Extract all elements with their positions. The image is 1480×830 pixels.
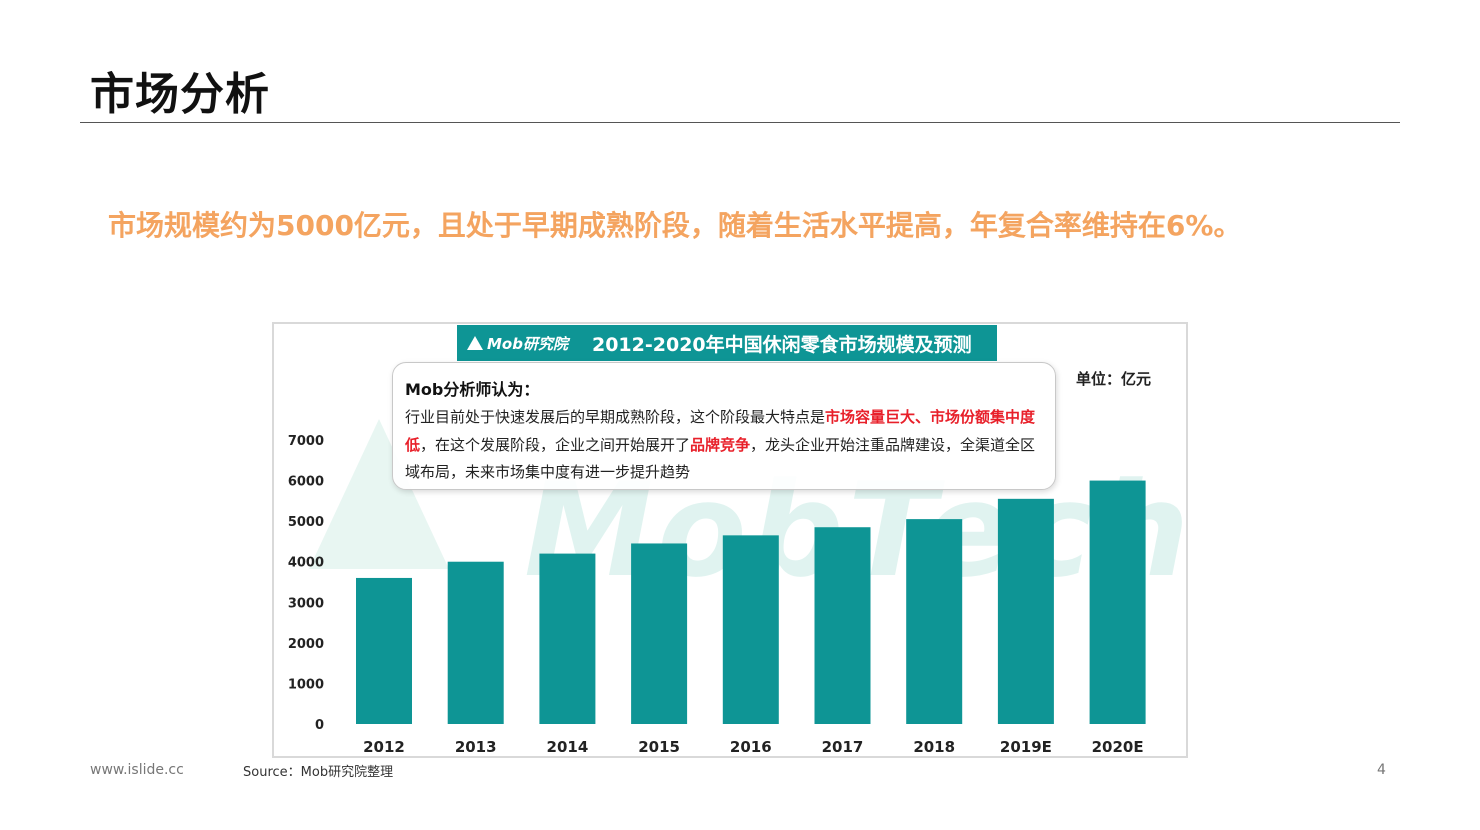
bar-chart: 2012 2013 2014 2015 2016 2017 2018 2019E 2020E 0… — [288, 434, 1146, 756]
bar-2014 — [539, 553, 596, 724]
y-tick-label: 4000 — [288, 556, 324, 571]
bar-2020E — [1089, 480, 1146, 724]
slide-title: 市场分析 — [90, 69, 270, 120]
y-tick-label: 2000 — [288, 637, 324, 652]
x-tick-label: 2012 — [363, 738, 405, 756]
analyst-callout: Mob分析师认为： 行业目前处于快速发展后的早期成熟阶段，这个阶段最大特点是市场… — [392, 362, 1056, 490]
x-tick-label: 2020E — [1092, 738, 1144, 756]
callout-highlight: 品牌竞争 — [690, 435, 751, 454]
headline: 市场规模约为5000亿元，且处于早期成熟阶段，随着生活水平提高，年复合率维持在6… — [108, 209, 1242, 242]
bar-2013 — [447, 561, 504, 724]
callout-text: ，在这个发展阶段，企业之间开始展开了 — [420, 435, 691, 454]
callout-highlight: 市场容量巨大、市场份额集中度低 — [405, 408, 1036, 454]
unit-label: 单位：亿元 — [1076, 370, 1152, 388]
y-tick-label: 6000 — [288, 475, 324, 490]
bar-2019E — [997, 498, 1054, 724]
callout-body: 行业目前处于快速发展后的早期成熟阶段，这个阶段最大特点是市场容量巨大、市场份额集… — [405, 404, 1043, 487]
bar-2018 — [906, 519, 963, 724]
y-tick-label: 7000 — [288, 434, 324, 449]
mob-logo-icon — [467, 336, 483, 350]
x-tick-label: 2019E — [1000, 738, 1052, 756]
callout-text: ，龙头企业开始注重品牌建设，全渠道全区域布局，未来市场集中度有进一步提升趋势 — [405, 435, 1036, 482]
x-tick-label: 2017 — [822, 738, 864, 756]
brand-label: Mob研究院 — [487, 334, 568, 353]
y-tick-label: 0 — [315, 718, 324, 733]
mob-brand: Mob研究院 — [467, 333, 568, 354]
bar-2017 — [814, 527, 871, 724]
callout-text: 行业目前处于快速发展后的早期成熟阶段，这个阶段最大特点是 — [405, 408, 826, 426]
y-tick-label: 5000 — [288, 515, 324, 530]
page-number: 4 — [1377, 762, 1386, 778]
bar-2015 — [631, 543, 688, 724]
chart-header-banner: Mob研究院 2012-2020年中国休闲零食市场规模及预测 — [457, 325, 997, 361]
chart-panel: MobTech 20122013201420152016201720182019… — [272, 322, 1188, 758]
source-note: Source：Mob研究院整理 — [243, 765, 394, 780]
y-tick-label: 1000 — [288, 677, 324, 692]
callout-heading: Mob分析师认为： — [405, 380, 540, 399]
x-tick-label: 2016 — [730, 738, 772, 756]
x-tick-label: 2014 — [547, 738, 589, 756]
y-tick-label: 3000 — [288, 596, 324, 611]
bar-2016 — [722, 535, 779, 724]
chart-title: 2012-2020年中国休闲零食市场规模及预测 — [591, 333, 972, 356]
footer-url: www.islide.cc — [90, 762, 184, 778]
x-tick-label: 2013 — [455, 738, 497, 756]
bar-2012 — [356, 577, 412, 724]
x-tick-label: 2018 — [913, 738, 955, 756]
title-divider — [80, 122, 1400, 123]
x-tick-label: 2015 — [638, 738, 680, 756]
